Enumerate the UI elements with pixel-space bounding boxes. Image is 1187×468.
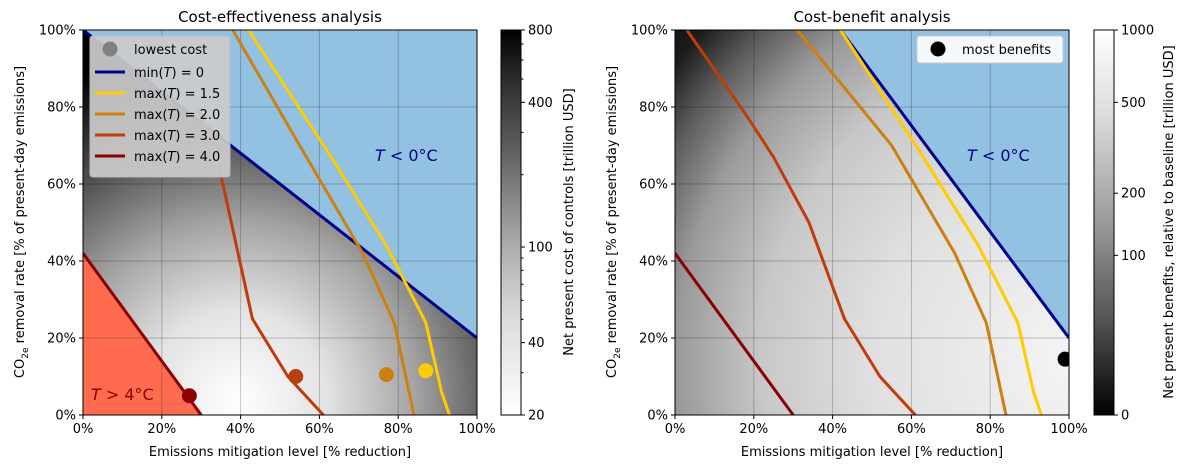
- y-tick-label: 100%: [631, 24, 668, 39]
- colorbar-tick-label: 100: [1121, 249, 1146, 264]
- y-tick-label: 100%: [39, 24, 76, 39]
- right-panel: Cost-benefit analysis 0% 20% 40% 60% 80% 100%…: [605, 8, 1177, 460]
- x-tick-label: 0%: [665, 422, 686, 437]
- series-line: [675, 252, 795, 415]
- colorbar-tick-label: 0: [1121, 409, 1129, 424]
- optimum-marker: [288, 369, 304, 384]
- series-line: [83, 252, 203, 415]
- y-tick-label: 0%: [55, 409, 76, 424]
- colorbar-tick-label: 200: [1121, 187, 1146, 202]
- x-tick-label: 100%: [458, 422, 495, 437]
- x-tick-label: 60%: [305, 422, 334, 437]
- series-line: [839, 30, 1043, 415]
- colorbar-tick-label: 1000: [1121, 24, 1154, 39]
- left-ylabel: CO2e removal rate [% of present-day emis…: [13, 66, 31, 378]
- colorbar-tick-label: 100: [528, 241, 553, 256]
- right-optima-markers: [1057, 351, 1069, 367]
- y-tick-label: 80%: [639, 101, 668, 116]
- left-axes-frame: [82, 29, 478, 416]
- colorbar-tick-label: 400: [528, 96, 553, 111]
- legend-marker-lowest-cost: [102, 41, 118, 57]
- left-annotation-hot: T > 4°C: [91, 385, 154, 404]
- colorbar-tick-label: 40: [528, 336, 545, 351]
- legend-label-lowest-cost: lowest cost: [134, 43, 207, 58]
- left-panel: Cost-effectiveness analysis 0% 20% 40% 60% 8…: [13, 8, 577, 460]
- x-tick-label: 80%: [976, 422, 1005, 437]
- optimum-marker: [1057, 351, 1069, 367]
- x-tick-label: 20%: [147, 422, 176, 437]
- series-line: [685, 30, 917, 415]
- y-tick-label: 0%: [647, 409, 668, 424]
- right-legend: most benefits: [916, 35, 1064, 64]
- series-line: [795, 30, 1008, 415]
- y-tick-label: 20%: [639, 332, 668, 347]
- legend-label-most-benefits: most benefits: [962, 43, 1051, 58]
- left-annotation-cold: T < 0°C: [375, 146, 438, 165]
- legend-line-label: max(T) = 3.0: [134, 129, 220, 144]
- legend-box-right: [916, 35, 1064, 64]
- legend-marker-most-benefits: [930, 41, 946, 57]
- right-xlabel: Emissions mitigation level [% reduction]: [741, 445, 1003, 460]
- right-annotation-cold: T < 0°C: [967, 146, 1030, 165]
- left-legend: lowest cost min(T) = 0 max(T) = 1.5 max(T)…: [89, 35, 231, 178]
- right-axes-frame: [674, 29, 1070, 416]
- right-colorbar: 0 100 200 500 1000 Net present benefits, rel…: [1093, 24, 1177, 424]
- series-line: [247, 30, 451, 415]
- x-tick-label: 80%: [384, 422, 413, 437]
- left-colorbar-bar: [500, 29, 522, 416]
- left-xlabel: Emissions mitigation level [% reduction]: [149, 445, 411, 460]
- right-series-lines: [675, 30, 1069, 415]
- legend-line-label: min(T) = 0: [134, 66, 204, 81]
- legend-line-label: max(T) = 1.5: [134, 87, 220, 102]
- x-tick-label: 40%: [818, 422, 847, 437]
- right-ylabel: CO2e removal rate [% of present-day emis…: [605, 66, 623, 378]
- colorbar-tick-label: 20: [528, 409, 545, 424]
- y-tick-label: 60%: [639, 178, 668, 193]
- legend-line-label: max(T) = 2.0: [134, 108, 220, 123]
- y-tick-label: 20%: [47, 332, 76, 347]
- right-colorbar-label: Net present benefits, relative to baseli…: [1162, 45, 1177, 398]
- legend-line-label: max(T) = 4.0: [134, 150, 220, 165]
- y-tick-label: 40%: [47, 255, 76, 270]
- x-tick-label: 20%: [739, 422, 768, 437]
- x-tick-label: 60%: [897, 422, 926, 437]
- x-tick-label: 100%: [1050, 422, 1087, 437]
- right-ticks: 0% 20% 40% 60% 80% 100% 0% 20% 40% 60% 80% 100%: [631, 24, 1088, 438]
- colorbar-tick-label: 500: [1121, 96, 1146, 111]
- optimum-marker: [181, 388, 197, 404]
- y-tick-label: 60%: [47, 178, 76, 193]
- right-title: Cost-benefit analysis: [793, 8, 950, 26]
- optimum-marker: [418, 363, 434, 379]
- y-tick-label: 40%: [639, 255, 668, 270]
- colorbar-tick-label: 800: [528, 24, 553, 39]
- optimum-marker: [378, 367, 394, 383]
- right-grid: [675, 30, 1069, 415]
- series-line: [231, 30, 416, 415]
- x-tick-label: 40%: [226, 422, 255, 437]
- series-line: [839, 30, 1069, 339]
- left-title: Cost-effectiveness analysis: [178, 8, 382, 26]
- left-ticks: 0% 20% 40% 60% 80% 100% 0% 20% 40% 60% 80% 100%: [39, 24, 496, 438]
- left-colorbar: 20 40 100 400 800 Net present cost of contro…: [500, 24, 577, 424]
- x-tick-label: 0%: [73, 422, 94, 437]
- left-colorbar-label: Net present cost of controls [trillion U…: [562, 88, 577, 355]
- left-optima-markers: [181, 363, 434, 404]
- y-tick-label: 80%: [47, 101, 76, 116]
- right-colorbar-bar: [1093, 29, 1115, 416]
